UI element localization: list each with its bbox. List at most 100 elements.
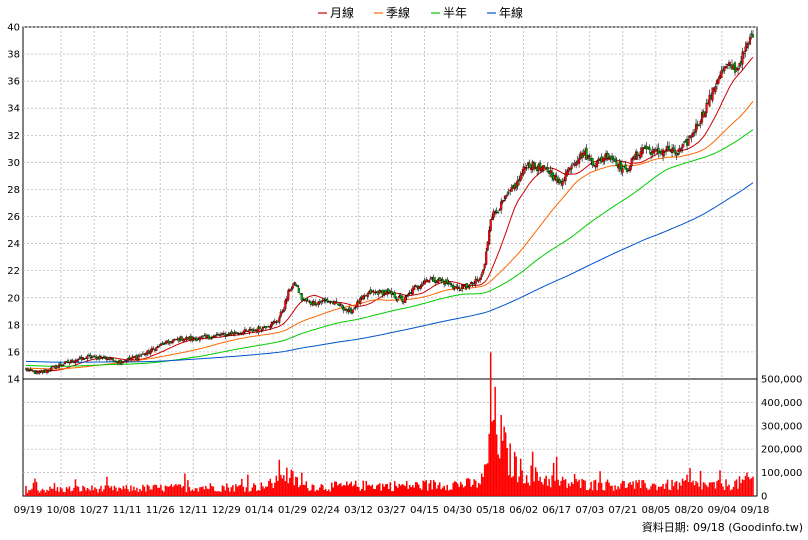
volume-bar [88, 489, 90, 496]
volume-bar [344, 485, 347, 496]
price-tick-label: 40 [7, 23, 20, 34]
date-tick-label: 11/11 [113, 505, 142, 516]
candle [621, 164, 624, 177]
candle-body [492, 211, 495, 218]
volume-bar [181, 487, 183, 496]
candle [650, 149, 653, 160]
volume-bar [533, 481, 535, 496]
candle [131, 354, 134, 360]
volume-tick-label: 400,000 [761, 398, 802, 409]
candle-body [285, 298, 288, 302]
candle [201, 335, 204, 340]
volume-bar [52, 488, 54, 496]
candle [284, 298, 287, 311]
candle-body [429, 278, 432, 280]
volume-bar [124, 488, 126, 496]
candle [348, 305, 351, 313]
candle [57, 362, 61, 369]
volume-bar [752, 476, 754, 496]
volume-bar [705, 485, 708, 496]
volume-bar [223, 486, 225, 496]
candle-body [348, 307, 351, 311]
volume-bar [289, 478, 291, 496]
volume-bar [161, 490, 164, 496]
price-tick-label: 38 [7, 50, 20, 61]
volume-bar [293, 485, 296, 496]
volume-bar [545, 475, 547, 496]
volume-bar [605, 481, 607, 496]
volume-bar [316, 489, 318, 496]
volume-bar [482, 477, 484, 496]
volume-bar [74, 479, 77, 496]
volume-bar [509, 443, 511, 496]
candle-body [261, 326, 264, 330]
volume-bar [95, 488, 98, 496]
candle [291, 283, 294, 290]
volume-tick-label: 500,000 [761, 375, 802, 386]
volume-bar [693, 485, 696, 496]
candle [126, 357, 129, 362]
volume-bar [699, 470, 702, 496]
candle-body [296, 285, 299, 287]
volume-bar [119, 488, 122, 496]
candle-body [570, 165, 573, 170]
candle [690, 133, 693, 143]
candle [572, 162, 575, 167]
candle [305, 297, 308, 304]
candle-body [356, 301, 359, 307]
candle [356, 299, 359, 310]
volume-bar [429, 480, 432, 496]
volume-bar [425, 480, 427, 496]
volume-bar [596, 490, 598, 496]
volume-bar [501, 440, 504, 496]
candle-body [687, 138, 690, 146]
candle [528, 159, 531, 169]
volume-tick-label: 0 [761, 492, 767, 503]
volume-bar [492, 419, 495, 496]
candle [63, 361, 67, 365]
volume-bar [202, 486, 204, 496]
candle [449, 281, 452, 286]
candle [293, 281, 296, 286]
candle [306, 298, 309, 302]
volume-bar [137, 491, 140, 496]
volume-bar [626, 487, 628, 496]
candle [575, 160, 578, 169]
candle [335, 298, 338, 304]
candle-body [446, 279, 449, 285]
candle [162, 342, 165, 345]
candle-body [711, 87, 714, 101]
volume-bar [203, 489, 206, 496]
volume-bar [749, 479, 751, 496]
volume-bar [187, 480, 189, 496]
candle-body [506, 194, 509, 196]
candle-body [50, 367, 53, 371]
volume-bar [268, 481, 270, 496]
volume-bar [597, 482, 600, 496]
candle [366, 292, 369, 300]
candle [327, 300, 330, 303]
volume-bar [687, 481, 690, 496]
volume-bar [461, 484, 463, 496]
volume-bar [109, 487, 111, 496]
volume-bar [262, 486, 264, 496]
volume-bar [388, 489, 390, 496]
candle-body [138, 355, 141, 357]
volume-bar [305, 481, 308, 496]
date-tick-label: 06/17 [542, 505, 571, 516]
volume-bar [690, 482, 693, 496]
candle-body [668, 145, 671, 151]
volume-bar [546, 485, 549, 496]
volume-bar [608, 482, 610, 496]
volume-bar [737, 488, 739, 496]
candle [227, 332, 230, 336]
volume-bar [139, 488, 141, 496]
candle-body [480, 273, 483, 277]
candle-body [366, 293, 369, 297]
volume-bar [419, 488, 421, 496]
volume-bar [307, 488, 309, 496]
candle [503, 196, 506, 202]
volume-bar [80, 491, 83, 496]
candle-body [89, 355, 92, 359]
candle [89, 352, 92, 360]
